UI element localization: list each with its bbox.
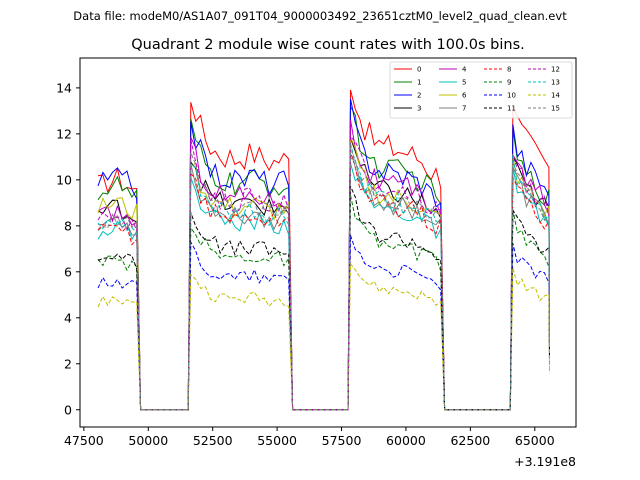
plot-frame [79,57,577,428]
legend-label: 12 [551,66,560,74]
series-line-4 [97,119,550,411]
x-tick-label: 55000 [257,433,297,448]
series-line-10 [97,235,550,411]
y-tick-label: 8 [64,218,72,233]
series-line-15 [97,144,550,411]
chart-title: Quadrant 2 module wise count rates with … [131,37,525,53]
legend-label: 7 [462,105,466,113]
x-tick-label: 57500 [322,433,362,448]
y-tick-label: 2 [64,356,72,371]
y-axis: 0 2 4 6 8 10 12 14 [56,80,80,417]
y-tick-label: 0 [64,402,72,417]
legend-label: 0 [417,66,421,74]
legend-label: 3 [417,105,421,113]
legend-label: 11 [507,105,516,113]
legend-label: 5 [462,79,466,87]
legend-label: 2 [417,92,421,100]
series-line-7 [98,157,550,411]
series-line-1 [97,104,550,411]
y-tick-label: 4 [64,310,72,325]
legend-label: 14 [551,92,560,100]
series-line-6 [97,137,550,411]
x-tick-label: 52500 [193,433,233,448]
x-offset-label: +3.191e8 [514,454,576,469]
x-tick-label: 65000 [515,433,555,448]
series-line-3 [97,137,550,411]
legend-label: 10 [507,92,516,100]
y-tick-label: 6 [64,264,72,279]
x-tick-label: 62500 [450,433,490,448]
y-tick-label: 14 [56,80,72,95]
series-line-12 [97,135,550,411]
series-line-2 [97,98,550,411]
series-line-11 [97,186,550,411]
series-line-9 [97,195,550,411]
series-line-8 [97,151,550,411]
series-line-5 [97,163,550,411]
y-tick-label: 12 [56,126,72,141]
x-tick-label: 47500 [64,433,104,448]
series-line-0 [97,89,550,411]
series-line-13 [97,143,550,411]
legend-label: 6 [462,92,467,100]
legend-label: 13 [551,79,560,87]
x-axis: 47500 50000 52500 55000 57500 60000 62500 65000 [64,427,555,448]
legend-label: 1 [417,79,421,87]
legend-frame [389,61,573,119]
x-tick-label: 50000 [128,433,168,448]
legend-label: 8 [507,66,511,74]
legend-label: 4 [462,66,467,74]
legend-label: 9 [507,79,511,87]
series-layer [97,89,550,411]
legend-label: 15 [551,105,560,113]
series-line-14 [97,262,550,411]
x-tick-label: 60000 [386,433,426,448]
chart-suptitle: Data file: modeM0/AS1A07_091T04_90000034… [73,9,567,23]
y-tick-label: 10 [56,172,72,187]
